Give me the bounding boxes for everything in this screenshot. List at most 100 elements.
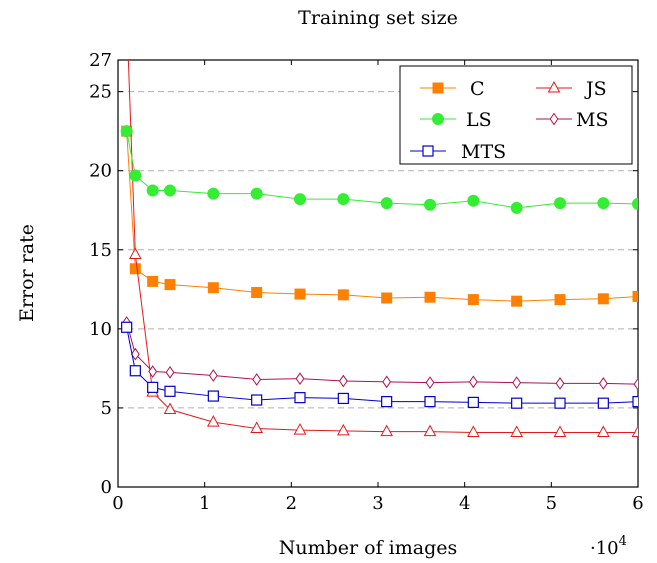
data-point-mts — [207, 390, 219, 402]
data-point-js — [553, 425, 567, 437]
legend-item-c: C — [420, 78, 485, 100]
x-tick-label: 5 — [546, 493, 557, 514]
y-tick-label: 27 — [89, 50, 112, 71]
data-point-js — [596, 425, 610, 437]
legend-label-ms: MS — [576, 109, 608, 131]
x-tick-label: 3 — [372, 493, 383, 514]
data-point-ms — [633, 377, 638, 391]
data-point-c — [251, 286, 263, 298]
data-point-c — [294, 288, 306, 300]
data-point-js — [293, 423, 307, 435]
legend-label-ls: LS — [466, 109, 492, 131]
data-point-c — [337, 289, 349, 301]
data-point-ls — [294, 193, 306, 206]
series-layer — [120, 7, 638, 437]
data-point-mts — [467, 396, 479, 408]
series-mts — [121, 321, 638, 409]
data-point-mts — [511, 397, 523, 409]
data-point-ms — [512, 376, 522, 390]
data-point-mts — [294, 392, 306, 404]
data-point-ls — [510, 201, 523, 214]
data-point-c — [511, 295, 523, 307]
legend-marker-ls — [432, 113, 444, 125]
data-point-ms — [165, 365, 175, 379]
data-point-ms — [208, 369, 218, 382]
data-point-c — [424, 291, 436, 303]
data-point-c — [207, 282, 219, 294]
data-point-js — [121, 7, 132, 17]
series-ls — [120, 125, 638, 214]
data-point-ms — [468, 375, 478, 389]
data-point-ls — [146, 184, 159, 197]
y-tick-label: 25 — [89, 82, 112, 103]
data-point-js — [128, 247, 142, 260]
data-point-ls — [554, 197, 566, 210]
data-point-mts — [121, 321, 133, 333]
data-point-c — [129, 263, 141, 275]
y-tick-label: 15 — [89, 240, 112, 261]
x-tick-label: 1 — [199, 493, 210, 514]
data-point-ms — [425, 376, 435, 390]
series-line-mts — [126, 327, 638, 404]
y-axis-label: Error rate — [16, 224, 38, 322]
series-ms — [122, 316, 638, 391]
data-point-ls — [424, 198, 436, 211]
data-point-ls — [337, 193, 350, 206]
series-line-ms — [126, 322, 638, 385]
data-point-mts — [251, 394, 263, 406]
data-point-ls — [207, 187, 220, 200]
data-point-c — [632, 290, 638, 302]
data-point-mts — [337, 392, 349, 405]
x-tick-label: 2 — [286, 493, 297, 514]
legend-marker-mts — [422, 145, 434, 157]
data-point-ls — [467, 194, 480, 207]
data-point-ms — [598, 377, 608, 390]
data-point-ms — [338, 374, 348, 388]
data-point-js — [336, 423, 350, 436]
data-point-ls — [597, 197, 610, 210]
data-point-ms — [130, 347, 140, 361]
data-point-js — [250, 421, 264, 433]
data-point-mts — [597, 397, 609, 409]
legend-item-mts: MTS — [410, 141, 506, 163]
y-tick-label: 20 — [89, 161, 112, 182]
data-point-ms — [382, 375, 392, 389]
data-point-js — [466, 425, 480, 437]
y-tick-label: 0 — [101, 477, 112, 498]
legend-marker-ms — [549, 112, 559, 126]
data-point-ms — [295, 372, 305, 386]
legend-marker-c — [432, 82, 444, 94]
x-axis-multiplier: ·104 — [590, 534, 627, 559]
data-point-js — [510, 425, 524, 437]
data-point-mts — [632, 396, 638, 408]
data-point-mts — [381, 396, 393, 408]
data-point-js — [163, 402, 177, 415]
data-point-mts — [424, 396, 436, 408]
data-point-ms — [252, 373, 262, 386]
chart-title: Training set size — [298, 7, 458, 29]
data-point-ls — [250, 187, 263, 200]
data-point-ls — [120, 125, 133, 138]
data-point-mts — [147, 381, 159, 393]
legend-label-c: C — [470, 78, 485, 100]
data-point-js — [206, 415, 220, 427]
data-point-ls — [164, 184, 176, 197]
x-tick-label: 0 — [112, 493, 123, 514]
data-point-c — [147, 275, 159, 287]
data-point-mts — [554, 397, 566, 409]
legend-item-ls: LS — [420, 109, 492, 131]
legend-item-ms: MS — [536, 109, 608, 131]
legend-label-js: JS — [584, 78, 607, 100]
data-point-c — [381, 292, 393, 304]
y-tick-label: 10 — [89, 319, 112, 340]
legend: C JS LS MS MTS — [399, 65, 633, 165]
y-tick-label: 5 — [101, 398, 112, 419]
legend-marker-js — [547, 80, 561, 93]
x-axis-label: Number of images — [279, 537, 458, 559]
data-point-c — [597, 293, 609, 305]
data-point-c — [467, 294, 479, 306]
legend-item-js: JS — [536, 78, 607, 100]
data-point-ms — [148, 365, 158, 378]
data-point-c — [554, 294, 566, 306]
